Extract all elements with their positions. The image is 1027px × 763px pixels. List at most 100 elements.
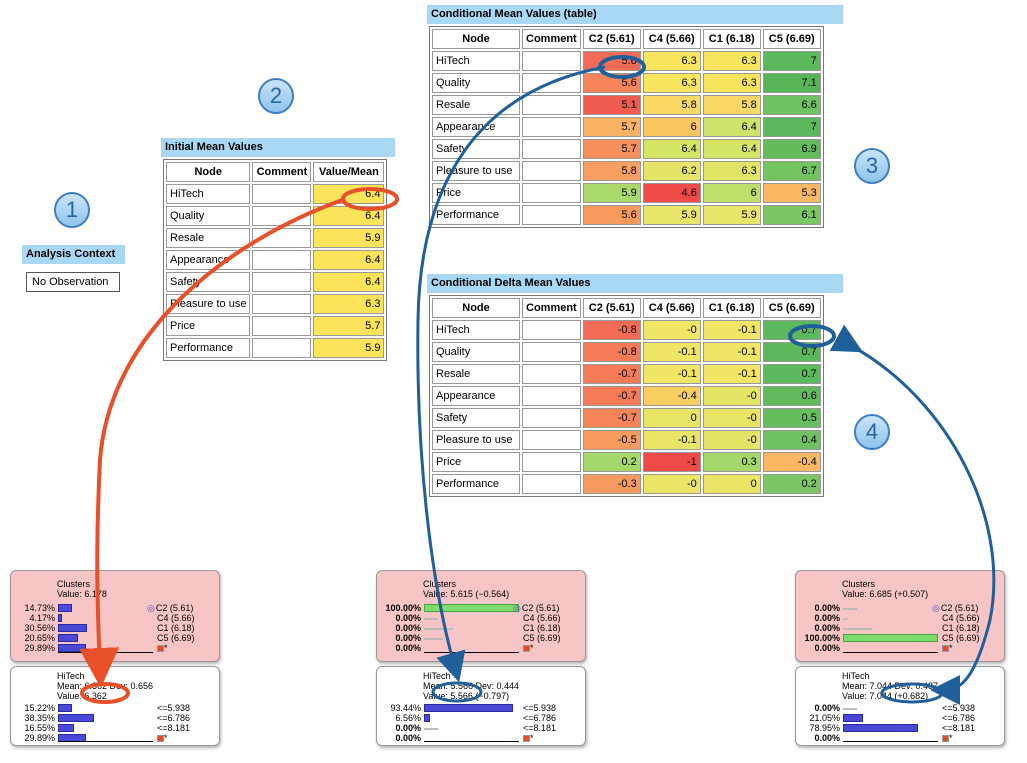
value-cell[interactable]: -0.7 [582, 364, 641, 384]
value-cell[interactable]: 6.4 [313, 272, 385, 292]
value-cell[interactable]: 0.7 [762, 342, 821, 362]
table-row[interactable]: Price 0.2 -1 0.3 -0.4 [432, 452, 821, 472]
node-name[interactable]: Quality [432, 342, 520, 362]
comment-cell[interactable] [522, 386, 581, 406]
value-cell[interactable]: -0 [642, 474, 701, 494]
value-cell[interactable]: 5.1 [582, 95, 641, 115]
value-cell[interactable]: 6.4 [642, 139, 701, 159]
monitor-row[interactable]: 100.00% C5 (6.69) [796, 633, 1004, 643]
monitor-row[interactable]: 0.00% * [796, 733, 1004, 743]
value-cell[interactable]: -0 [702, 430, 761, 450]
value-cell[interactable]: 5.9 [702, 205, 761, 225]
monitor-row[interactable]: 15.22% <=5.938 [11, 703, 219, 713]
value-cell[interactable]: -0.4 [642, 386, 701, 406]
header-comment[interactable]: Comment [252, 162, 312, 182]
table-row[interactable]: Resale 5.9 [166, 228, 385, 248]
node-name[interactable]: HiTech [166, 184, 251, 204]
monitor-row[interactable]: 0.00% <=5.938 [796, 703, 1004, 713]
table-row[interactable]: Quality 6.4 [166, 206, 385, 226]
monitor-c2[interactable]: Clusters Value: 5.615 (−0.564) 100.00% ◎C2 … [376, 570, 586, 746]
header-value-mean[interactable]: Value/Mean [313, 162, 385, 182]
comment-cell[interactable] [252, 206, 312, 226]
value-cell[interactable]: -0.1 [642, 430, 701, 450]
comment-cell[interactable] [252, 338, 312, 358]
node-name[interactable]: HiTech [432, 51, 520, 71]
value-cell[interactable]: 6.3 [642, 51, 701, 71]
value-cell[interactable]: 7 [762, 51, 821, 71]
value-cell[interactable]: 5.7 [313, 316, 385, 336]
table-row[interactable]: Appearance 6.4 [166, 250, 385, 270]
comment-cell[interactable] [252, 294, 312, 314]
value-cell[interactable]: 7.1 [762, 73, 821, 93]
clusters-monitor[interactable]: Clusters Value: 6.178 14.73% ◎C2 (5.61) 4.17… [10, 570, 220, 662]
value-cell[interactable]: 0.3 [702, 452, 761, 472]
column-header[interactable]: Node [432, 29, 520, 49]
table-row[interactable]: HiTech 5.6 6.3 6.3 7 [432, 51, 821, 71]
monitor-row[interactable]: 6.56% <=6.786 [377, 713, 585, 723]
value-cell[interactable]: 0.2 [762, 474, 821, 494]
value-cell[interactable]: 0.7 [762, 320, 821, 340]
value-cell[interactable]: 6.9 [762, 139, 821, 159]
node-name[interactable]: Price [432, 452, 520, 472]
value-cell[interactable]: 6.3 [702, 161, 761, 181]
column-header[interactable]: Comment [522, 298, 581, 318]
table-row[interactable]: Safety -0.7 0 -0 0.5 [432, 408, 821, 428]
value-cell[interactable]: 5.6 [582, 205, 641, 225]
value-cell[interactable]: 0 [702, 474, 761, 494]
comment-cell[interactable] [522, 161, 581, 181]
value-cell[interactable]: 6.4 [702, 117, 761, 137]
value-cell[interactable]: 0.2 [582, 452, 641, 472]
node-name[interactable]: Appearance [166, 250, 251, 270]
value-cell[interactable]: 5.9 [582, 183, 641, 203]
table-row[interactable]: Appearance -0.7 -0.4 -0 0.6 [432, 386, 821, 406]
column-header[interactable]: C2 (5.61) [582, 298, 641, 318]
node-name[interactable]: Resale [432, 95, 520, 115]
node-name[interactable]: Resale [166, 228, 251, 248]
monitor-row[interactable]: 0.00% ◎C2 (5.61) [796, 603, 1004, 613]
node-name[interactable]: Appearance [432, 117, 520, 137]
table-row[interactable]: Quality 5.6 6.3 6.3 7.1 [432, 73, 821, 93]
table-row[interactable]: HiTech -0.8 -0 -0.1 0.7 [432, 320, 821, 340]
clusters-monitor[interactable]: Clusters Value: 6.685 (+0.507) 0.00% ◎C2 (5… [795, 570, 1005, 662]
comment-cell[interactable] [522, 205, 581, 225]
value-cell[interactable]: 5.3 [762, 183, 821, 203]
comment-cell[interactable] [252, 316, 312, 336]
monitor-row[interactable]: 93.44% <=5.938 [377, 703, 585, 713]
column-header[interactable]: C5 (6.69) [762, 29, 821, 49]
table-row[interactable]: Resale 5.1 5.8 5.8 6.6 [432, 95, 821, 115]
value-cell[interactable]: 6.4 [313, 250, 385, 270]
comment-cell[interactable] [522, 73, 581, 93]
column-header[interactable]: C1 (6.18) [702, 29, 761, 49]
monitor-row[interactable]: 0.00% C1 (6.18) [796, 623, 1004, 633]
header-node[interactable]: Node [166, 162, 251, 182]
node-name[interactable]: Appearance [432, 386, 520, 406]
value-cell[interactable]: 6 [642, 117, 701, 137]
node-name[interactable]: Quality [166, 206, 251, 226]
value-cell[interactable]: 6.7 [762, 161, 821, 181]
table-row[interactable]: Pleasure to use -0.5 -0.1 -0 0.4 [432, 430, 821, 450]
value-cell[interactable]: 0.6 [762, 386, 821, 406]
monitor-row[interactable]: 0.00% C4 (5.66) [377, 613, 585, 623]
comment-cell[interactable] [522, 95, 581, 115]
monitor-row[interactable]: 0.00% C5 (6.69) [377, 633, 585, 643]
table-row[interactable]: Performance 5.9 [166, 338, 385, 358]
value-cell[interactable]: 5.8 [642, 95, 701, 115]
value-cell[interactable]: -0.8 [582, 320, 641, 340]
value-cell[interactable]: 0.5 [762, 408, 821, 428]
monitor-row[interactable]: 0.00% <=8.181 [377, 723, 585, 733]
value-cell[interactable]: -0 [702, 386, 761, 406]
value-cell[interactable]: 5.8 [702, 95, 761, 115]
monitor-prior[interactable]: Clusters Value: 6.178 14.73% ◎C2 (5.61) 4.17… [10, 570, 220, 746]
value-cell[interactable]: 6.6 [762, 95, 821, 115]
monitor-row[interactable]: 14.73% ◎C2 (5.61) [11, 603, 219, 613]
value-cell[interactable]: -0.7 [582, 408, 641, 428]
value-cell[interactable]: 6.2 [642, 161, 701, 181]
table-row[interactable]: Performance -0.3 -0 0 0.2 [432, 474, 821, 494]
column-header[interactable]: C1 (6.18) [702, 298, 761, 318]
value-cell[interactable]: -0.1 [642, 364, 701, 384]
node-name[interactable]: Performance [432, 205, 520, 225]
value-cell[interactable]: -0.3 [582, 474, 641, 494]
comment-cell[interactable] [252, 228, 312, 248]
value-cell[interactable]: -0.1 [702, 342, 761, 362]
hitech-monitor[interactable]: HiTech Mean: 5.566 Dev: 0.444 Value: 5.566… [376, 666, 586, 746]
